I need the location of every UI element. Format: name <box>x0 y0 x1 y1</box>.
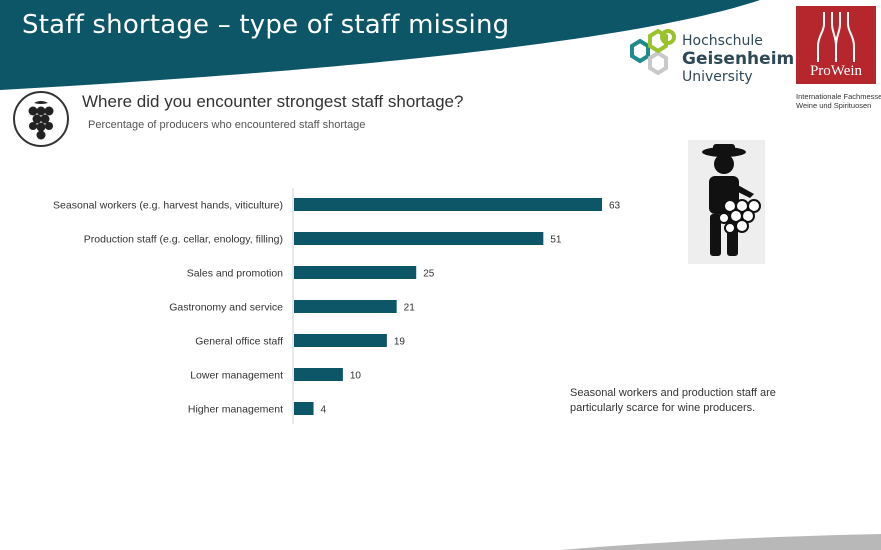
takeaway-line1: Seasonal workers and production staff ar… <box>570 387 776 399</box>
takeaway-line2: particularly scarce for wine producers. <box>570 402 756 414</box>
prowein-tagline-line2: Weine und Spirituosen <box>796 101 872 110</box>
hochschule-line3: University <box>682 69 753 85</box>
hochschule-wordmark: Hochschule Geisenheim University <box>682 32 794 86</box>
bar-value-label: 25 <box>423 269 435 280</box>
category-label: Gastronomy and service <box>169 302 283 314</box>
header-band <box>0 0 760 90</box>
grape-icon <box>13 91 69 147</box>
bar <box>294 198 602 211</box>
bar-value-label: 63 <box>609 201 621 212</box>
category-label: Higher management <box>188 404 283 416</box>
category-label: Lower management <box>190 370 283 382</box>
bar <box>294 334 387 347</box>
chart-subtitle: Percentage of producers who encountered … <box>88 119 366 131</box>
bar <box>294 402 314 415</box>
bar <box>294 368 343 381</box>
category-label: Sales and promotion <box>187 268 283 280</box>
hochschule-geisenheim-logo <box>630 28 676 76</box>
grape-picker-icon <box>688 140 765 264</box>
bar-value-label: 4 <box>321 405 327 416</box>
prowein-name: ProWein <box>809 63 863 79</box>
hochschule-line1: Hochschule <box>682 33 763 49</box>
wine-bottles-icon <box>817 12 855 62</box>
slide-title: Staff shortage – type of staff missing <box>22 10 510 40</box>
bar-value-label: 10 <box>350 371 362 382</box>
category-label: Seasonal workers (e.g. harvest hands, vi… <box>53 200 283 212</box>
footer-swoosh <box>560 534 881 550</box>
prowein-tagline-line1: Internationale Fachmesse <box>796 92 881 101</box>
bar-value-label: 51 <box>550 235 562 246</box>
bar-value-label: 21 <box>404 303 416 314</box>
bar <box>294 300 397 313</box>
question-heading: Where did you encounter strongest staff … <box>82 92 464 111</box>
bar <box>294 266 417 279</box>
hochschule-line2: Geisenheim <box>682 49 795 69</box>
bar-value-label: 19 <box>394 337 406 348</box>
takeaway-note: Seasonal workers and production staff ar… <box>570 386 776 416</box>
category-label: Production staff (e.g. cellar, enology, … <box>84 234 283 246</box>
bar <box>294 232 544 245</box>
prowein-logo: ProWein <box>796 6 876 84</box>
category-label: General office staff <box>195 336 283 348</box>
prowein-tagline: Internationale Fachmesse Weine und Spiri… <box>796 92 881 110</box>
